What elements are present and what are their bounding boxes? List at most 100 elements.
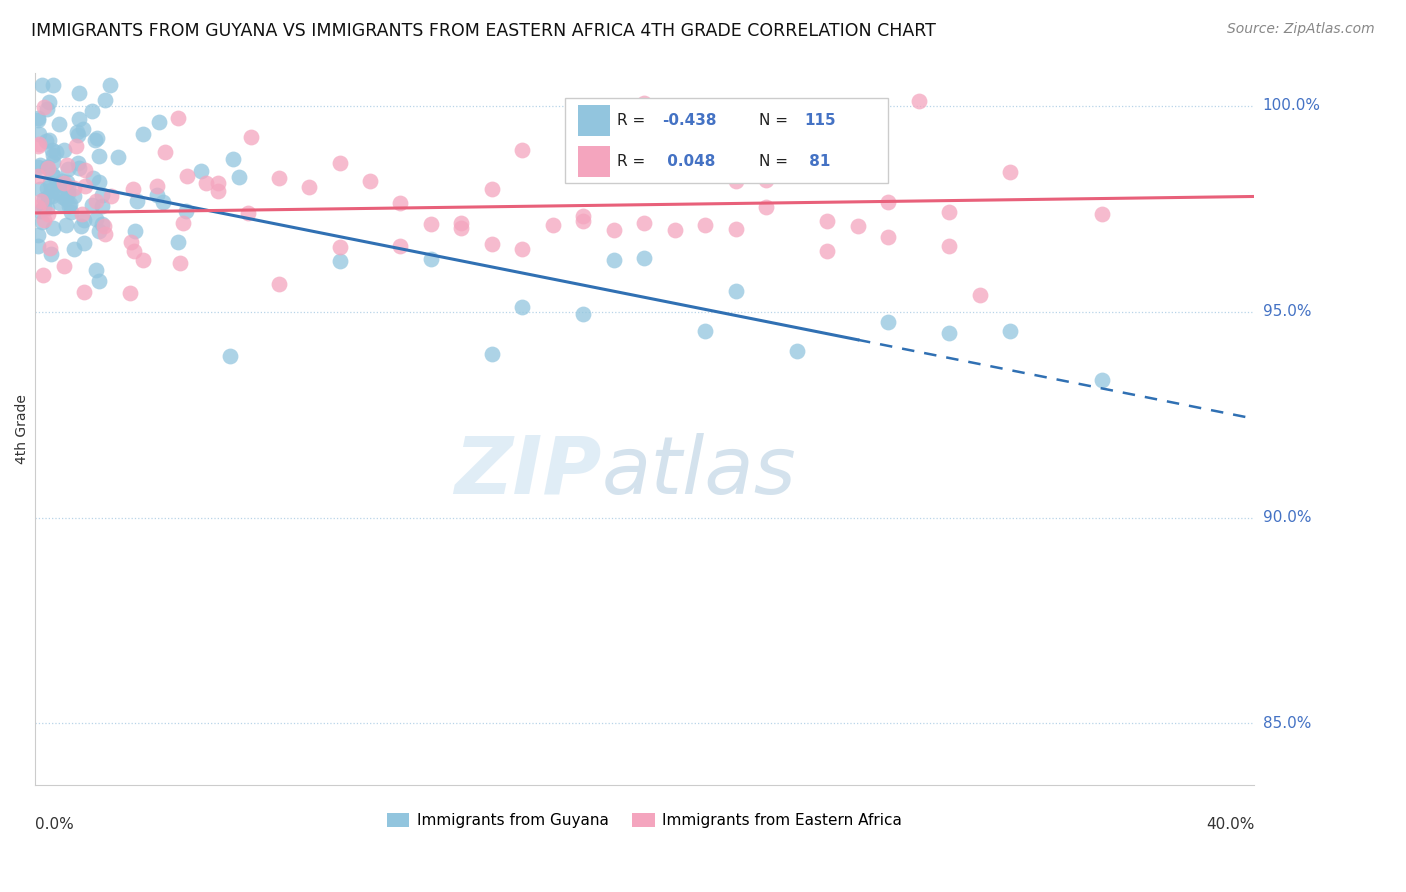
- Point: [86, 263, 108, 277]
- Point: [70, 207, 93, 221]
- Point: [27, 160, 49, 174]
- Point: [1091, 207, 1114, 221]
- Point: [817, 214, 839, 228]
- Point: [37, 207, 59, 221]
- Point: [41, 183, 63, 197]
- Point: [67, 112, 90, 126]
- Point: [172, 216, 194, 230]
- Point: [94, 93, 117, 107]
- Point: [176, 169, 198, 183]
- Point: [32, 200, 55, 214]
- Point: [724, 222, 747, 236]
- Point: [91, 199, 114, 213]
- Point: [55, 219, 77, 233]
- Point: [724, 174, 747, 188]
- Point: [541, 218, 564, 232]
- Point: [51, 174, 73, 188]
- Point: [695, 325, 717, 339]
- Point: [27, 139, 49, 153]
- Point: [786, 128, 808, 143]
- Point: [32, 99, 55, 113]
- Point: [572, 214, 595, 228]
- Point: [267, 277, 290, 292]
- Point: [49, 177, 72, 191]
- Point: [298, 179, 321, 194]
- Point: [603, 223, 626, 237]
- Point: [120, 235, 142, 250]
- Point: [755, 173, 778, 187]
- Point: [38, 95, 60, 109]
- Point: [481, 182, 503, 196]
- Point: [39, 247, 62, 261]
- Point: [118, 285, 141, 300]
- Point: [82, 104, 104, 119]
- Point: [633, 216, 655, 230]
- Point: [62, 189, 84, 203]
- Point: [41, 189, 63, 203]
- Point: [124, 224, 146, 238]
- Point: [1091, 373, 1114, 387]
- Point: [127, 194, 149, 209]
- Point: [153, 145, 176, 160]
- Point: [420, 252, 443, 266]
- Point: [124, 244, 146, 258]
- Point: [148, 115, 170, 129]
- Point: [56, 175, 79, 189]
- Point: [49, 195, 72, 210]
- Text: 90.0%: 90.0%: [1263, 510, 1312, 525]
- Text: IMMIGRANTS FROM GUYANA VS IMMIGRANTS FROM EASTERN AFRICA 4TH GRADE CORRELATION C: IMMIGRANTS FROM GUYANA VS IMMIGRANTS FRO…: [31, 22, 936, 40]
- Point: [38, 241, 60, 255]
- Point: [877, 194, 900, 209]
- Point: [45, 145, 67, 160]
- Point: [42, 78, 65, 93]
- Point: [107, 150, 129, 164]
- Point: [48, 117, 70, 131]
- Point: [481, 346, 503, 360]
- Point: [724, 284, 747, 298]
- Point: [73, 285, 96, 299]
- Point: [35, 134, 58, 148]
- Point: [207, 184, 229, 198]
- Point: [32, 268, 55, 282]
- Y-axis label: 4th Grade: 4th Grade: [15, 394, 30, 464]
- Text: 100.0%: 100.0%: [1263, 98, 1320, 113]
- Point: [42, 221, 65, 235]
- Point: [66, 125, 89, 139]
- Point: [37, 189, 59, 203]
- Point: [328, 239, 350, 253]
- Point: [512, 300, 534, 314]
- Point: [30, 182, 52, 196]
- Point: [41, 167, 63, 181]
- Point: [38, 133, 60, 147]
- Point: [131, 127, 153, 141]
- Point: [91, 187, 114, 202]
- Point: [93, 219, 115, 233]
- Point: [695, 105, 717, 120]
- Point: [132, 253, 155, 268]
- Point: [938, 326, 960, 341]
- Point: [420, 217, 443, 231]
- Point: [664, 223, 686, 237]
- Text: 95.0%: 95.0%: [1263, 304, 1312, 319]
- Point: [603, 253, 626, 268]
- Point: [37, 102, 59, 116]
- Point: [48, 178, 70, 192]
- Point: [219, 349, 242, 363]
- Point: [75, 162, 97, 177]
- Point: [481, 237, 503, 252]
- Point: [146, 187, 169, 202]
- Point: [37, 201, 59, 215]
- Point: [37, 161, 59, 175]
- Point: [1000, 324, 1022, 338]
- Point: [53, 143, 76, 157]
- Point: [190, 163, 212, 178]
- Point: [69, 86, 91, 100]
- Point: [572, 308, 595, 322]
- Point: [228, 170, 250, 185]
- Point: [512, 242, 534, 256]
- Point: [73, 236, 96, 251]
- Point: [27, 238, 49, 252]
- Point: [89, 224, 111, 238]
- Point: [100, 189, 122, 203]
- Point: [145, 178, 167, 193]
